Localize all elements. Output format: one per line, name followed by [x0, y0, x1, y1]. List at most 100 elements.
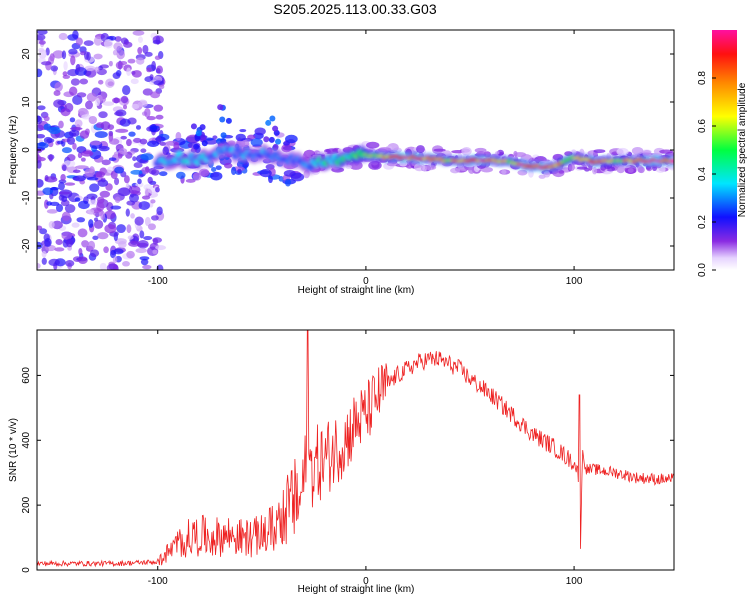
colorbar-tick-label: 0.6: [697, 119, 708, 133]
spectrogram-noise-blob: [127, 58, 136, 64]
spectrogram-burst-blob: [220, 132, 227, 139]
spectrogram-ytick-label: 20: [21, 48, 32, 60]
spectrogram-noise-blob: [68, 129, 80, 137]
spectrogram-noise-blob: [77, 256, 88, 265]
spectrogram-noise-blob: [46, 209, 58, 214]
spectrogram-noise-blob: [51, 220, 63, 230]
spectrogram-burst-blob: [219, 116, 226, 123]
spectrogram-noise-blob: [83, 40, 94, 46]
spectrogram-noise-blob: [94, 131, 108, 138]
spectrogram-burst-blob: [190, 123, 197, 130]
spectrogram-noise-blob: [72, 142, 77, 150]
spectrogram-burst-blob: [199, 124, 206, 131]
spectrogram-noise-blob: [72, 175, 86, 182]
spectrogram-noise-blob: [58, 32, 68, 41]
spectrogram-noise-blob: [95, 97, 101, 107]
spectrogram-noise-blob: [37, 178, 44, 188]
spectrogram-noise-blob: [147, 176, 153, 184]
spectrogram-noise-blob: [138, 201, 150, 210]
spectrogram-noise-blob: [55, 203, 64, 213]
spectrogram-noise-blob: [131, 103, 140, 110]
spectrogram-noise-blob: [175, 131, 182, 141]
spectrogram-noise-blob: [75, 37, 83, 46]
spectrogram-noise-blob: [112, 97, 121, 104]
spectrogram-noise-blob: [83, 51, 89, 60]
spectrogram-noise-blob: [86, 177, 99, 181]
spectrogram-noise-blob: [118, 240, 127, 249]
spectrogram-noise-blob: [461, 146, 472, 156]
spectrogram-noise-blob: [576, 166, 588, 170]
spectrogram-noise-blob: [142, 44, 149, 54]
spectrogram-x-label: Height of straight line (km): [298, 285, 415, 296]
spectrogram-noise-blob: [64, 182, 76, 186]
spectrogram-noise-blob: [127, 235, 134, 240]
spectrogram-noise-blob: [259, 168, 272, 178]
spectrogram-noise-blob: [93, 36, 103, 46]
spectrogram-noise-blob: [39, 228, 48, 235]
spectrogram-noise-blob: [285, 134, 298, 144]
spectrogram-xtick-label: 100: [566, 276, 583, 287]
spectrogram-noise-blob: [103, 246, 109, 254]
spectrogram-noise-blob: [55, 238, 63, 246]
spectrogram-noise-blob: [122, 104, 128, 110]
spectrogram-noise-blob: [538, 174, 546, 179]
snr-ytick-label: 400: [21, 431, 32, 448]
spectrogram-noise-blob: [112, 72, 121, 79]
spectrogram-noise-blob: [88, 116, 98, 125]
spectrogram-noise-blob: [129, 193, 139, 203]
spectrogram-noise-blob: [155, 245, 167, 251]
spectrogram-noise-blob: [37, 68, 43, 78]
spectrogram-noise-blob: [110, 205, 122, 210]
spectrogram-noise-blob: [152, 249, 158, 255]
spectrogram-noise-blob: [513, 150, 518, 157]
spectrogram-noise-blob: [84, 65, 96, 72]
spectrogram-noise-blob: [132, 30, 145, 36]
spectrogram-xtick-label: 0: [363, 276, 369, 287]
spectrogram-noise-blob: [81, 240, 89, 248]
spectrogram-ytick-label: 0: [21, 147, 32, 153]
spectrogram-noise-blob: [112, 256, 118, 264]
spectrogram-noise-blob: [132, 156, 137, 162]
spectrogram-noise-blob: [537, 156, 545, 163]
spectrogram-noise-blob: [128, 131, 136, 137]
spectrogram-burst-blob: [275, 138, 282, 145]
spectrogram-burst-blob: [193, 143, 200, 150]
spectrogram-noise-blob: [120, 95, 129, 104]
spectrogram-noise-blob: [75, 64, 81, 72]
spectrogram-noise-blob: [281, 144, 292, 153]
spectrogram-noise-blob: [85, 100, 93, 110]
spectrogram-noise-blob: [211, 167, 217, 172]
snr-xtick-label: 0: [363, 576, 369, 587]
spectrogram-noise-blob: [37, 133, 46, 139]
spectrogram-burst-blob: [265, 119, 272, 126]
spectrogram-noise-blob: [72, 169, 81, 174]
spectrogram-noise-blob: [97, 196, 105, 204]
spectrogram-noise-blob: [128, 240, 141, 247]
spectrogram-noise-blob: [72, 30, 79, 40]
spectrogram-noise-blob: [155, 114, 164, 120]
spectrogram-noise-blob: [43, 123, 52, 131]
spectrogram-noise-blob: [413, 163, 426, 172]
spectrogram-noise-blob: [93, 53, 103, 60]
spectrogram-noise-blob: [48, 258, 60, 267]
colorbar-tick-label: 0.4: [697, 167, 708, 181]
spectrogram-noise-blob: [122, 261, 130, 267]
spectrogram-noise-blob: [38, 47, 45, 53]
spectrogram-noise-blob: [119, 118, 131, 127]
spectrogram-noise-blob: [126, 138, 132, 147]
spectrogram-noise-blob: [134, 216, 144, 226]
spectrogram-noise-blob: [133, 162, 143, 169]
spectrogram-noise-blob: [76, 92, 87, 98]
spectrogram-noise-blob: [113, 248, 124, 255]
spectrogram-noise-blob: [104, 210, 116, 220]
spectrogram-noise-blob: [118, 148, 128, 155]
spectrogram-noise-blob: [77, 228, 88, 238]
spectrogram-noise-blob: [80, 157, 86, 162]
spectrogram-noise-blob: [100, 121, 111, 131]
spectrogram-noise-blob: [76, 217, 86, 223]
spectrogram-noise-blob: [149, 124, 158, 133]
spectrogram-y-ticks: -20 -10 0 10 20: [21, 48, 674, 253]
spectrogram-noise-blob: [528, 169, 534, 178]
spectrogram-noise-blob: [142, 264, 152, 270]
spectrogram-noise-blob: [87, 240, 96, 251]
